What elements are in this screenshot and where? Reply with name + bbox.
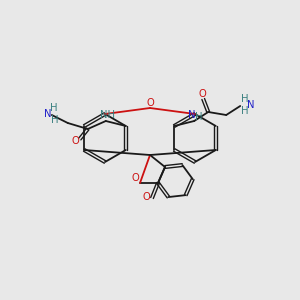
Text: H: H bbox=[50, 103, 58, 113]
Text: N: N bbox=[44, 109, 52, 119]
Text: O: O bbox=[72, 136, 80, 146]
Text: H: H bbox=[242, 106, 249, 116]
Text: N: N bbox=[188, 110, 196, 120]
Text: H: H bbox=[242, 94, 249, 104]
Text: O: O bbox=[142, 192, 150, 202]
Text: O: O bbox=[131, 173, 139, 183]
Text: N: N bbox=[248, 100, 255, 110]
Text: O: O bbox=[146, 98, 154, 108]
Text: H: H bbox=[196, 112, 203, 122]
Text: H: H bbox=[51, 115, 59, 125]
Text: NH: NH bbox=[100, 110, 115, 120]
Text: O: O bbox=[198, 89, 206, 99]
